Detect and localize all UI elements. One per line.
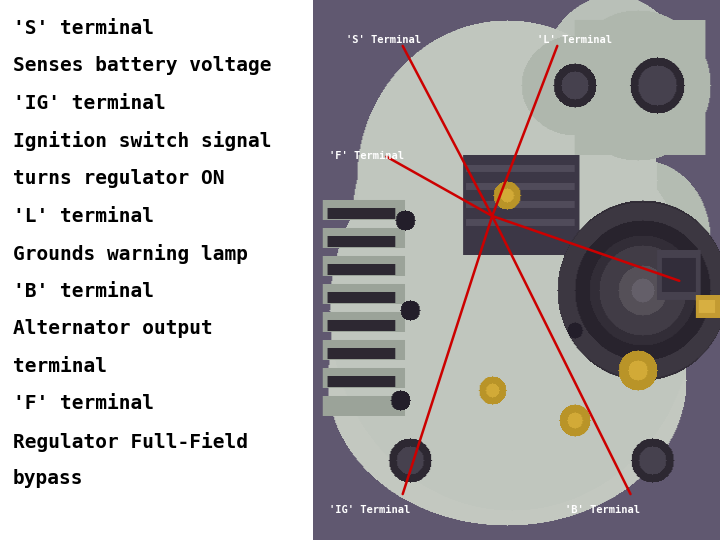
Text: 'IG' Terminal: 'IG' Terminal [330, 505, 410, 515]
Text: bypass: bypass [12, 469, 83, 488]
Text: 'F' Terminal: 'F' Terminal [330, 151, 405, 161]
Text: 'S' Terminal: 'S' Terminal [346, 35, 420, 45]
Text: Regulator Full-Field: Regulator Full-Field [12, 432, 248, 452]
Text: turns regulator ON: turns regulator ON [12, 169, 224, 188]
Text: Ignition switch signal: Ignition switch signal [12, 131, 271, 152]
Text: Senses battery voltage: Senses battery voltage [12, 56, 271, 76]
Text: 'IG' terminal: 'IG' terminal [12, 94, 166, 113]
Text: Alternator output: Alternator output [12, 319, 212, 338]
Text: 'L' Terminal: 'L' Terminal [537, 35, 612, 45]
Text: 'F' terminal: 'F' terminal [12, 394, 153, 413]
Text: Grounds warning lamp: Grounds warning lamp [12, 244, 248, 264]
Text: terminal: terminal [12, 357, 107, 376]
Text: 'B' terminal: 'B' terminal [12, 282, 153, 301]
Text: 'B' Terminal: 'B' Terminal [565, 505, 640, 515]
Text: 'L' terminal: 'L' terminal [12, 206, 153, 226]
Text: 'S' terminal: 'S' terminal [12, 19, 153, 38]
